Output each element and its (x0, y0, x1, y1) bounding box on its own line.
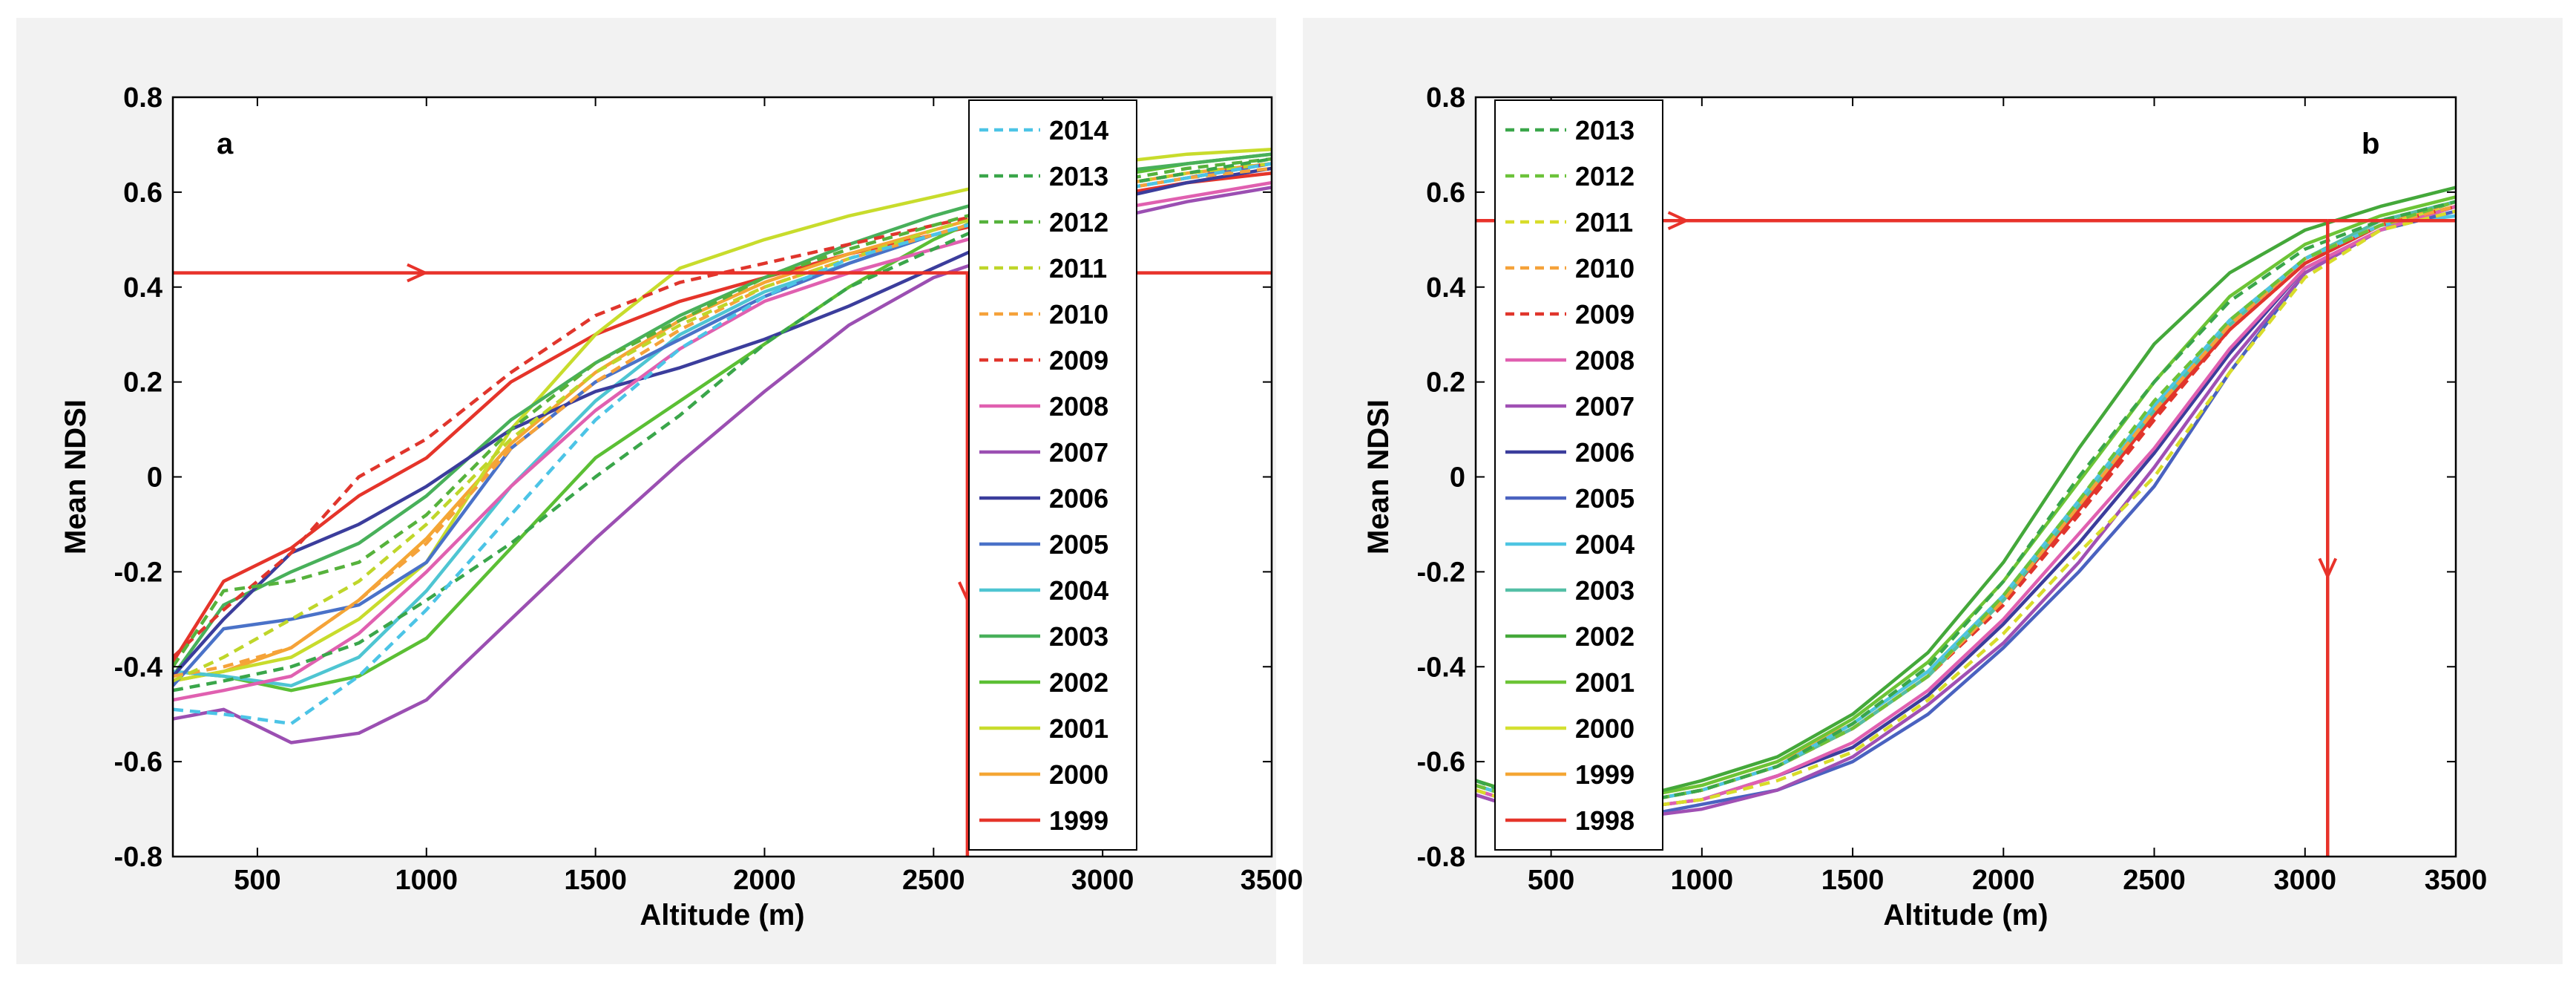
legend-label-2012: 2012 (1575, 161, 1634, 192)
legend-label-2000: 2000 (1575, 713, 1634, 744)
y-tick-label: -0.8 (1417, 842, 1465, 873)
legend-label-1998: 1998 (1575, 805, 1634, 836)
x-tick-label: 1500 (564, 865, 627, 896)
legend-label-2003: 2003 (1575, 575, 1634, 606)
chart-b-svg: 500 1000 1500 2000 2500 3000 3500 -0.8 -0.6 -0.4 -… (1362, 82, 2488, 932)
legend-label-2006: 2006 (1575, 437, 1634, 468)
y-tick-label: 0 (1450, 462, 1465, 494)
legend-label-2004: 2004 (1049, 575, 1108, 606)
panel-label: a (217, 128, 234, 160)
x-axis-label: Altitude (m) (1883, 899, 2048, 932)
reference-arrow-right (1667, 211, 1690, 231)
series-line-2011 (173, 162, 1272, 683)
x-tick-label: 500 (1528, 865, 1574, 896)
x-tick-label: 3000 (2273, 865, 2336, 896)
y-tick-label: -0.6 (114, 747, 162, 778)
series-line-2013 (1476, 200, 2456, 811)
x-tick-label: 2000 (733, 865, 796, 896)
series-line-2012 (173, 157, 1272, 668)
y-tick-label: 0.4 (1426, 272, 1465, 304)
legend: 2014 2013 2012 2011 2010 2009 2008 2007 2006 2005… (968, 99, 1137, 851)
series-line-2011 (1476, 209, 2456, 816)
y-tick-label: 0.8 (1426, 82, 1465, 114)
legend-label-2011: 2011 (1049, 253, 1107, 284)
legend-label-2004: 2004 (1575, 529, 1634, 560)
panel-label: b (2362, 128, 2379, 160)
legend-label-2007: 2007 (1575, 391, 1634, 422)
x-tick-label: 3000 (1071, 865, 1134, 896)
x-tick-label: 1000 (395, 865, 458, 896)
y-tick-label: 0.2 (123, 367, 162, 399)
y-tick-label: -0.2 (114, 557, 162, 588)
legend-label-2010: 2010 (1049, 299, 1108, 330)
legend-label-1999: 1999 (1049, 805, 1108, 836)
legend-label-2009: 2009 (1575, 299, 1634, 330)
x-tick-label: 1500 (1821, 865, 1885, 896)
x-tick-label: 1000 (1671, 865, 1734, 896)
y-axis-label: Mean NDSI (1362, 399, 1395, 554)
reference-arrow-right (407, 263, 429, 283)
legend-box (968, 99, 1137, 851)
legend-label-2002: 2002 (1049, 667, 1108, 698)
legend-label-1999: 1999 (1575, 759, 1634, 790)
reference-arrow-down (2318, 557, 2338, 580)
y-tick-label: -0.6 (1417, 747, 1465, 778)
y-tick-label: 0.4 (123, 272, 162, 304)
legend-label-2008: 2008 (1049, 391, 1108, 422)
y-tick-label: -0.4 (1417, 652, 1465, 683)
y-tick-label: -0.8 (114, 842, 162, 873)
legend-label-2008: 2008 (1575, 345, 1634, 376)
legend-label-2005: 2005 (1575, 483, 1634, 514)
y-tick-label: -0.4 (114, 652, 162, 683)
series-line-2009 (1476, 204, 2456, 811)
legend-label-2003: 2003 (1049, 621, 1108, 652)
chart-a-svg: 500 1000 1500 2000 2500 3000 3500 -0.8 -0.6 -0.4 -… (59, 82, 1303, 932)
legend-label-2012: 2012 (1049, 207, 1108, 238)
legend-label-2014: 2014 (1049, 115, 1108, 145)
legend-label-2000: 2000 (1049, 759, 1108, 790)
legend-label-2010: 2010 (1575, 253, 1634, 284)
legend-label-2009: 2009 (1049, 345, 1108, 376)
legend-label-2011: 2011 (1575, 207, 1633, 238)
chart-panel-a: 500 1000 1500 2000 2500 3000 3500 -0.8 -0.6 -0.4 -… (16, 18, 1303, 964)
x-tick-label: 2500 (902, 865, 965, 896)
series-line-2014 (173, 162, 1272, 726)
x-tick-label: 2500 (2123, 865, 2186, 896)
legend-label-2001: 2001 (1049, 713, 1108, 744)
legend: 2013 2012 2011 2010 2009 2008 2007 2006 2005 2004… (1494, 99, 1663, 851)
legend-label-2002: 2002 (1575, 621, 1634, 652)
legend-box (1494, 99, 1663, 851)
legend-label-2005: 2005 (1049, 529, 1108, 560)
chart-panel-b: 500 1000 1500 2000 2500 3000 3500 -0.8 -0.6 -0.4 -… (1303, 18, 2563, 964)
y-tick-label: 0.2 (1426, 367, 1465, 399)
y-tick-label: 0.6 (123, 177, 162, 209)
legend-label-2006: 2006 (1049, 483, 1108, 514)
y-tick-label: -0.2 (1417, 557, 1465, 588)
legend-label-2013: 2013 (1049, 161, 1108, 192)
x-axis-label: Altitude (m) (640, 899, 804, 932)
x-tick-label: 500 (234, 865, 280, 896)
x-tick-label: 3500 (2425, 865, 2488, 896)
x-tick-label: 3500 (1241, 865, 1304, 896)
y-axis-label: Mean NDSI (59, 399, 92, 554)
ticks: 500 1000 1500 2000 2500 3000 3500 -0.8 -0.6 -0.4 -… (1417, 82, 2488, 896)
legend-label-2001: 2001 (1575, 667, 1634, 698)
y-tick-label: 0 (147, 462, 162, 494)
legend-label-2013: 2013 (1575, 115, 1634, 145)
ticks: 500 1000 1500 2000 2500 3000 3500 -0.8 -0.6 -0.4 -… (114, 82, 1304, 896)
y-tick-label: 0.8 (123, 82, 162, 114)
x-tick-label: 2000 (1972, 865, 2035, 896)
y-tick-label: 0.6 (1426, 177, 1465, 209)
legend-label-2007: 2007 (1049, 437, 1108, 468)
